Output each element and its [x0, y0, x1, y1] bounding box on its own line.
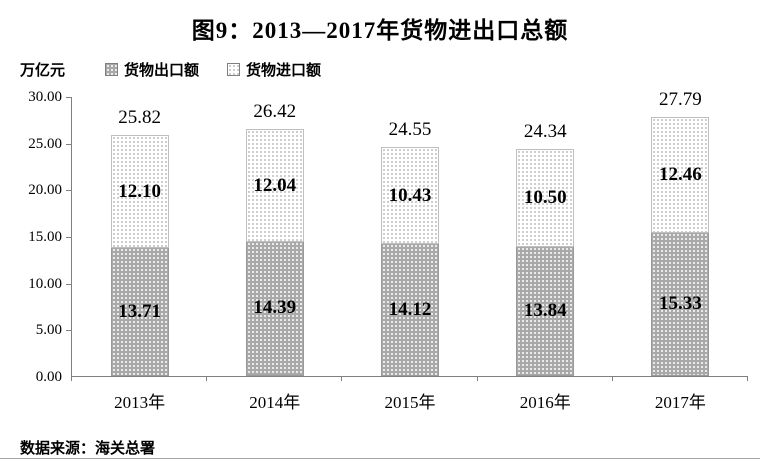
x-axis-tick-mark	[476, 376, 478, 381]
x-axis-tick-mark	[611, 376, 613, 381]
x-axis-category-label: 2013年	[114, 393, 166, 412]
bar-column: 24.34 10.50 13.84 2016年	[478, 97, 613, 412]
legend-label-import: 货物进口额	[246, 61, 322, 79]
y-axis-tick-mark	[66, 143, 71, 145]
x-axis-tick-mark	[341, 376, 343, 381]
bar-column: 24.55 10.43 14.12 2015年	[342, 97, 477, 412]
export-pattern-swatch-icon	[105, 62, 119, 76]
x-axis-tick-mark	[206, 376, 208, 381]
total-value-label: 24.55	[388, 118, 432, 140]
x-axis-category-label: 2017年	[654, 393, 706, 412]
import-bar-segment: 10.43	[381, 146, 439, 245]
legend-label-export: 货物出口额	[124, 61, 200, 79]
x-axis-tick-mark	[747, 376, 748, 381]
y-axis-unit-label: 万亿元	[20, 61, 66, 79]
bar-stack: 12.46 15.33	[651, 116, 710, 376]
export-value-label: 13.71	[118, 300, 161, 322]
legend: 货物出口额 货物进口额	[105, 59, 321, 80]
total-value-label: 24.34	[523, 120, 567, 142]
y-tick-label: 10.00	[28, 275, 62, 292]
export-value-label: 14.12	[388, 298, 432, 320]
import-value-label: 12.10	[118, 180, 161, 202]
y-tick-label: 0.00	[35, 369, 62, 385]
y-tick-label: 20.00	[28, 182, 62, 199]
x-axis-category-label: 2015年	[384, 393, 436, 412]
data-source-note: 数据来源：海关总署	[20, 440, 156, 457]
bar-column: 27.79 12.46 15.33 2017年	[613, 89, 748, 412]
export-value-label: 13.84	[523, 299, 567, 321]
import-bar-segment: 12.04	[245, 129, 304, 242]
chart-header-row: 万亿元 货物出口额 货物进口额	[20, 58, 321, 80]
y-axis-tick-mark	[66, 190, 71, 192]
export-bar-segment: 14.12	[381, 244, 439, 376]
y-tick-label: 5.00	[35, 322, 62, 339]
bar-stack: 10.43 14.12	[381, 146, 439, 376]
y-axis-tick-mark	[66, 283, 71, 285]
y-tick-label: 15.00	[28, 229, 62, 245]
chart-title: 图9：2013—2017年货物进出口总额	[191, 18, 569, 43]
bottom-divider	[0, 458, 760, 459]
total-value-label: 26.42	[253, 101, 297, 123]
export-bar-segment: 13.84	[516, 246, 575, 376]
total-value-label: 25.82	[118, 107, 161, 129]
y-axis-tick-mark	[66, 330, 71, 332]
x-axis-category-label: 2016年	[519, 393, 571, 412]
legend-item-export: 货物出口额	[105, 59, 199, 80]
bar-stack: 12.10 13.71	[110, 135, 169, 376]
export-bar-segment: 13.71	[110, 248, 169, 376]
y-axis-tick-mark	[66, 97, 71, 98]
import-bar-segment: 12.10	[110, 135, 169, 249]
import-value-label: 10.50	[523, 186, 567, 208]
y-tick-label: 30.00	[28, 89, 62, 105]
y-axis-tick-mark	[66, 237, 71, 238]
bar-stack: 12.04 14.39	[245, 129, 304, 376]
export-value-label: 14.39	[253, 297, 297, 319]
export-bar-segment: 15.33	[651, 232, 710, 376]
legend-item-import: 货物进口额	[227, 59, 321, 80]
bar-column: 25.82 12.10 13.71 2013年	[72, 97, 207, 412]
bar-stack: 10.50 13.84	[516, 148, 575, 376]
import-value-label: 10.43	[388, 184, 432, 206]
total-value-label: 27.79	[659, 88, 702, 110]
import-bar-segment: 10.50	[516, 148, 575, 247]
export-value-label: 15.33	[659, 292, 702, 314]
import-pattern-swatch-icon	[227, 62, 241, 76]
y-tick-label: 25.00	[28, 135, 62, 152]
import-value-label: 12.04	[253, 174, 297, 196]
x-axis-category-label: 2014年	[249, 393, 301, 412]
import-value-label: 12.46	[659, 163, 702, 185]
import-bar-segment: 12.46	[651, 116, 710, 233]
plot-area: 25.82 12.10 13.71 2013年 26.42 12.04 14.39 2014年…	[66, 89, 748, 412]
export-bar-segment: 14.39	[245, 241, 304, 376]
x-axis-tick-mark	[71, 376, 72, 381]
y-axis-labels: 30.00 25.00 20.00 15.00 10.00 5.00 0.00	[0, 89, 62, 385]
bar-column: 26.42 12.04 14.39 2014年	[207, 97, 342, 412]
